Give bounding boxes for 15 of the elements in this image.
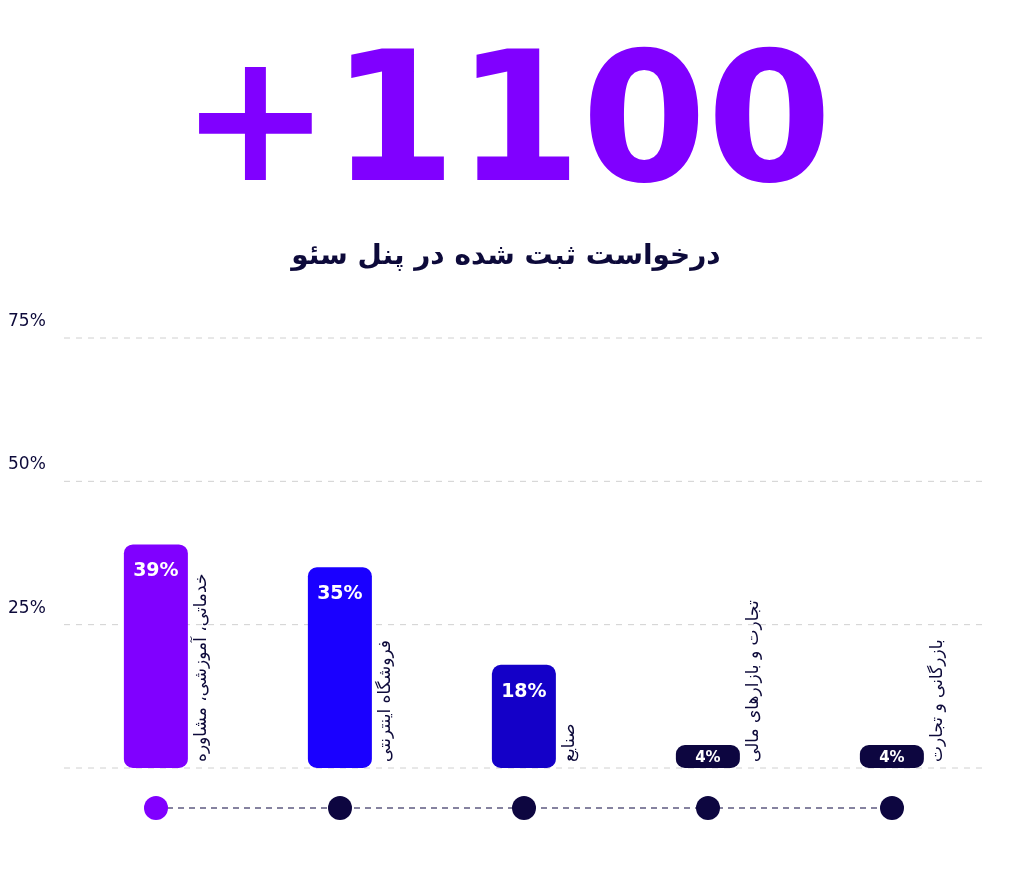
chart-title: +1100 xyxy=(179,12,833,224)
y-tick-label: 50% xyxy=(8,453,46,474)
data-label: 35% xyxy=(317,581,363,604)
x-tick-label: صنایع xyxy=(558,723,579,762)
data-label: 4% xyxy=(879,747,905,766)
y-tick-label: 75% xyxy=(8,310,46,330)
x-tick-label: خدماتی، آموزشی، مشاوره xyxy=(189,573,210,762)
data-label: 18% xyxy=(501,678,547,701)
x-tick-label: بازرگانی و تجارت xyxy=(926,639,946,762)
x-tick-label: تجارت و بازارهای مالی xyxy=(742,600,762,762)
x-tick-label: فروشگاه اینترنتی xyxy=(374,640,394,762)
data-label: 4% xyxy=(695,747,721,766)
y-tick-label: 25% xyxy=(8,596,46,617)
chart-subtitle: درخواست ثبت شده در پنل سئو xyxy=(289,238,722,273)
data-label: 39% xyxy=(133,558,179,581)
